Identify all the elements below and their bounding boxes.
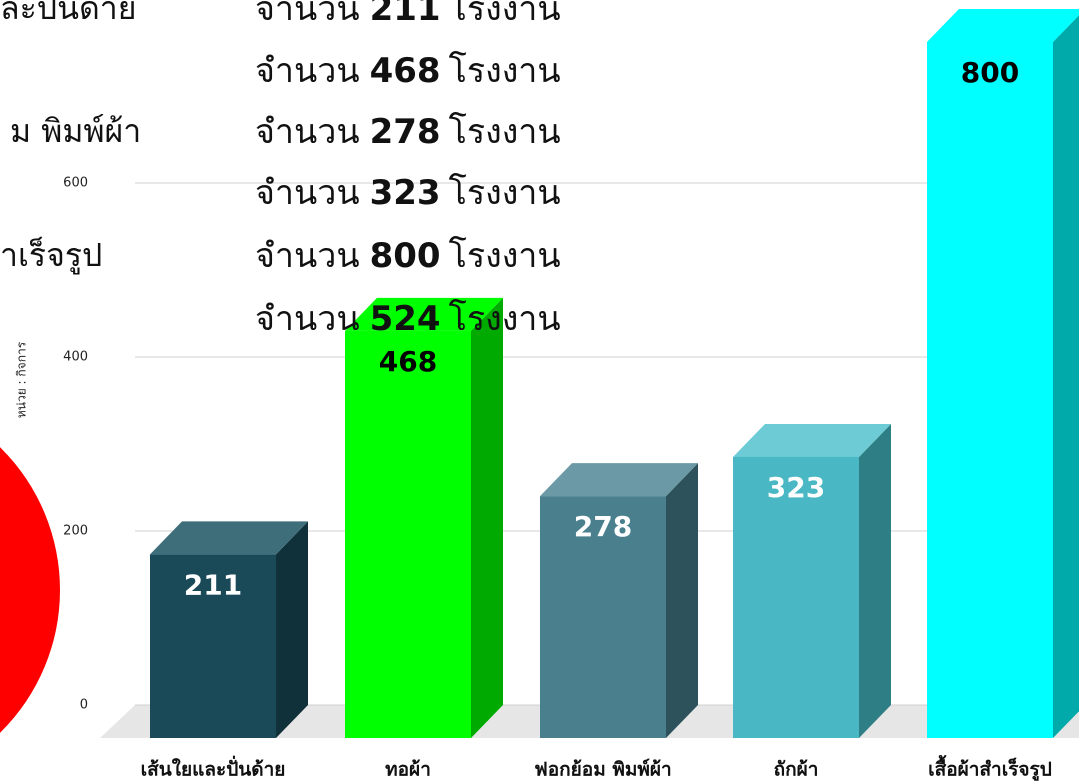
red-circle [0,447,60,733]
x-tick-label: ถักผ้า [774,759,819,781]
bar-top [540,463,698,497]
bar [540,496,666,738]
annotation-value: 323 [370,173,441,213]
side-label: ละปั่นด้าย [0,0,136,27]
bar-top [150,521,308,555]
y-tick-label: 600 [63,176,88,191]
bar-top [345,297,503,331]
bar [733,456,859,738]
x-tick-label: เสื้อผ้าสำเร็จรูป [928,755,1052,782]
annotation: จำนวน 468 โรงงาน [255,51,561,91]
annotation-prefix: จำนวน [255,112,360,152]
annotation: จำนวน 278 โรงงาน [255,112,561,152]
annotation-suffix: โรงงาน [449,173,561,213]
bar-top [733,423,891,457]
annotation-prefix: จำนวน [255,299,360,339]
x-tick-label: ฟอกย้อม พิมพ์ผ้า [534,759,671,781]
annotation-prefix: จำนวน [255,0,360,29]
annotation-value: 278 [370,112,441,152]
x-tick-label: ทอผ้า [385,759,431,781]
annotation: จำนวน 211 โรงงาน [255,0,561,29]
side-label: ม พิมพ์ผ้า [10,112,141,150]
value-label: 211 [184,568,242,601]
annotation-value: 468 [370,51,441,91]
annotation-suffix: โรงงาน [449,0,561,29]
bar-side [666,463,698,738]
annotation: จำนวน 800 โรงงาน [255,236,561,276]
bar-side [859,423,891,738]
y-tick-label: 0 [80,698,88,713]
bar-side [471,297,503,738]
value-label: 323 [767,471,825,504]
annotation: จำนวน 323 โรงงาน [255,173,561,213]
bar-side [1053,15,1079,738]
annotation-suffix: โรงงาน [449,299,561,339]
side-label: าเร็จรูป [0,236,102,275]
value-label: 800 [961,56,1019,89]
bar [345,330,471,738]
value-label: 468 [379,345,437,378]
annotation: จำนวน 524 โรงงาน [255,299,561,339]
y-tick-label: 400 [63,350,88,365]
annotation-prefix: จำนวน [255,236,360,276]
annotation-suffix: โรงงาน [449,112,561,152]
bar-side [276,521,308,738]
bar [927,42,1053,738]
annotation-suffix: โรงงาน [449,51,561,91]
bar [150,554,276,738]
x-tick-label: เส้นใยและปั่นด้าย [141,756,286,781]
annotation-value: 211 [370,0,441,29]
annotation-suffix: โรงงาน [449,236,561,276]
annotation-prefix: จำนวน [255,51,360,91]
y-tick-label: 200 [63,524,88,539]
annotation-prefix: จำนวน [255,173,360,213]
bar-top [927,9,1079,42]
y-axis-label: หน่วย : กิจการ [15,341,29,418]
value-label: 278 [574,510,632,543]
annotation-value: 524 [370,299,441,339]
annotation-value: 800 [370,236,441,276]
